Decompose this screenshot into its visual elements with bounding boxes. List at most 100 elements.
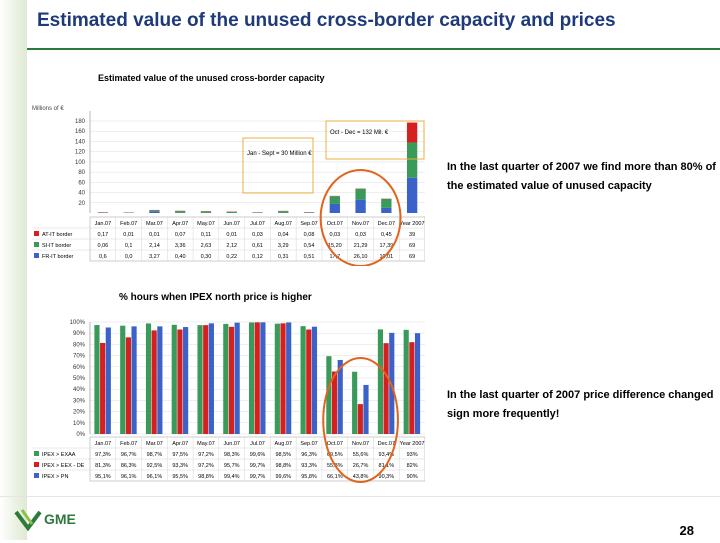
- ipex-north-price-chart-svg: % hours when IPEX north price is higher 1…: [30, 290, 425, 486]
- note-unused-capacity: In the last quarter of 2007 we find more…: [447, 158, 717, 196]
- chart1-data-label: 0,03: [329, 232, 340, 238]
- chart1-data-label: 0,12: [252, 254, 263, 260]
- chart2-data-label: 93,3%: [301, 463, 317, 469]
- chart2-bar-exaa: [172, 325, 177, 434]
- chart2-bar-eex-de: [255, 322, 260, 434]
- chart2-legend-label: IPEX > PN: [42, 474, 68, 480]
- chart2-bar-pn: [260, 322, 265, 434]
- chart2-bar-eex-de: [384, 343, 389, 434]
- chart2-bar-exaa: [352, 372, 357, 434]
- chart2-x-tick: Jun.07: [223, 441, 240, 447]
- chart2-y-tick: 30%: [73, 398, 86, 404]
- chart1-data-label: 0,30: [201, 254, 212, 260]
- chart1-data-label: 0,61: [252, 243, 263, 249]
- chart1-data-label: 0,04: [278, 232, 289, 238]
- chart2-data-label: 97,2%: [198, 452, 214, 458]
- chart1-data-label: 0,45: [381, 232, 392, 238]
- chart1-data-label: 2,14: [149, 243, 160, 249]
- chart2-data-label: 95,8%: [301, 474, 317, 480]
- chart2-data-label: 98,5%: [275, 452, 291, 458]
- slide-title: Estimated value of the unused cross-bord…: [37, 10, 616, 32]
- chart1-y-tick: 180: [75, 119, 86, 125]
- chart1-y-tick: 40: [78, 191, 85, 197]
- chart1-bar-si-it: [407, 142, 417, 177]
- chart2-data-label: 93,3%: [172, 463, 188, 469]
- chart2-title: % hours when IPEX north price is higher: [119, 292, 312, 303]
- chart2-data-label: 96,3%: [301, 452, 317, 458]
- page-number: 28: [680, 523, 694, 538]
- chart1-bar-fr-it: [149, 211, 159, 213]
- chart1-data-label: 0,07: [175, 232, 186, 238]
- chart2-data-label: 96,1%: [121, 474, 137, 480]
- gme-logo-mark: GME: [10, 498, 110, 538]
- chart2-data-label: 95,7%: [224, 463, 240, 469]
- chart2-data-label: 95,5%: [172, 474, 188, 480]
- chart2-data-label: 99,6%: [275, 474, 291, 480]
- chart2-x-tick: Jul.07: [250, 441, 265, 447]
- chart2-bar-eex-de: [177, 330, 182, 434]
- chart1-bar-si-it: [149, 210, 159, 211]
- chart2-y-tick: 80%: [73, 342, 86, 348]
- chart1-data-label: 0,01: [226, 232, 237, 238]
- chart1-data-label: 0,0: [125, 254, 133, 260]
- chart2-y-tick: 20%: [73, 410, 86, 416]
- chart2-legend-swatch: [34, 462, 39, 467]
- gme-logo: GME: [10, 498, 110, 538]
- chart2-bar-eex-de: [152, 330, 157, 434]
- chart2-data-label: 97,3%: [95, 452, 111, 458]
- chart1-bar-si-it: [355, 189, 365, 200]
- chart1-data-label: 3,36: [175, 243, 186, 249]
- chart1-annotation-jan-sep: Jan - Sept = 30 Million €: [247, 151, 312, 157]
- chart1-legend-label: FR-IT border: [42, 254, 74, 260]
- chart2-legend-label: IPEX > EEX - DE: [42, 463, 85, 469]
- chart2-y-tick: 10%: [73, 421, 86, 427]
- chart1-data-label: 0,6: [99, 254, 107, 260]
- chart2-x-tick: Sep.07: [300, 441, 317, 447]
- chart2-bar-exaa: [404, 330, 409, 434]
- chart2-bar-pn: [363, 385, 368, 434]
- chart1-bar-si-it: [278, 211, 288, 213]
- footer-divider: [0, 496, 720, 497]
- chart1-data-label: 3,27: [149, 254, 160, 260]
- chart2-x-tick: May.07: [197, 441, 215, 447]
- chart1-bar-fr-it: [381, 208, 391, 213]
- chart1-bar-fr-it: [407, 178, 417, 213]
- chart2-x-tick: Mar.07: [146, 441, 163, 447]
- chart2-data-label: 90%: [407, 474, 418, 480]
- chart2-x-tick: Nov.07: [352, 441, 369, 447]
- chart2-bar-eex-de: [100, 343, 105, 434]
- chart2-bar-pn: [131, 326, 136, 434]
- chart1-x-tick: Apr.07: [172, 221, 188, 227]
- chart1-data-label: 0,01: [149, 232, 160, 238]
- chart2-legend-label: IPEX > EXAA: [42, 452, 76, 458]
- chart1-y-tick: 20: [78, 201, 85, 207]
- chart2-bar-pn: [235, 323, 240, 434]
- chart1-bar-si-it: [227, 212, 237, 213]
- chart1-data-label: 2,63: [201, 243, 212, 249]
- unused-capacity-chart-svg: Estimated value of the unused cross-bord…: [30, 66, 425, 266]
- chart2-data-label: 66,1%: [327, 474, 343, 480]
- chart1-x-tick: Dec.07: [378, 221, 395, 227]
- chart1-x-tick: Nov.07: [352, 221, 369, 227]
- chart2-y-tick: 0%: [76, 432, 85, 438]
- chart1-data-label: 0,06: [98, 243, 109, 249]
- chart2-data-label: 97,5%: [172, 452, 188, 458]
- chart1-data-label: 0,22: [226, 254, 237, 260]
- chart1-data-label: 0,40: [175, 254, 186, 260]
- chart2-y-tick: 40%: [73, 387, 86, 393]
- chart2-bar-exaa: [275, 324, 280, 434]
- chart1-bar-si-it: [175, 211, 185, 213]
- chart2-bar-exaa: [223, 324, 228, 434]
- chart2-bar-eex-de: [203, 325, 208, 434]
- chart2-data-label: 99,7%: [250, 463, 266, 469]
- chart2-legend-swatch: [34, 451, 39, 456]
- chart2-data-label: 98,8%: [198, 474, 214, 480]
- chart2-data-label: 43,8%: [353, 474, 369, 480]
- chart1-data-label: 0,11: [201, 232, 211, 238]
- note-price-difference: In the last quarter of 2007 price differ…: [447, 386, 717, 424]
- chart2-bar-exaa: [94, 325, 99, 434]
- chart2-bar-pn: [209, 323, 214, 434]
- chart1-legend-label: AT-IT border: [42, 232, 73, 238]
- chart2-y-tick: 90%: [73, 331, 86, 337]
- chart1-bar-si-it: [381, 199, 391, 208]
